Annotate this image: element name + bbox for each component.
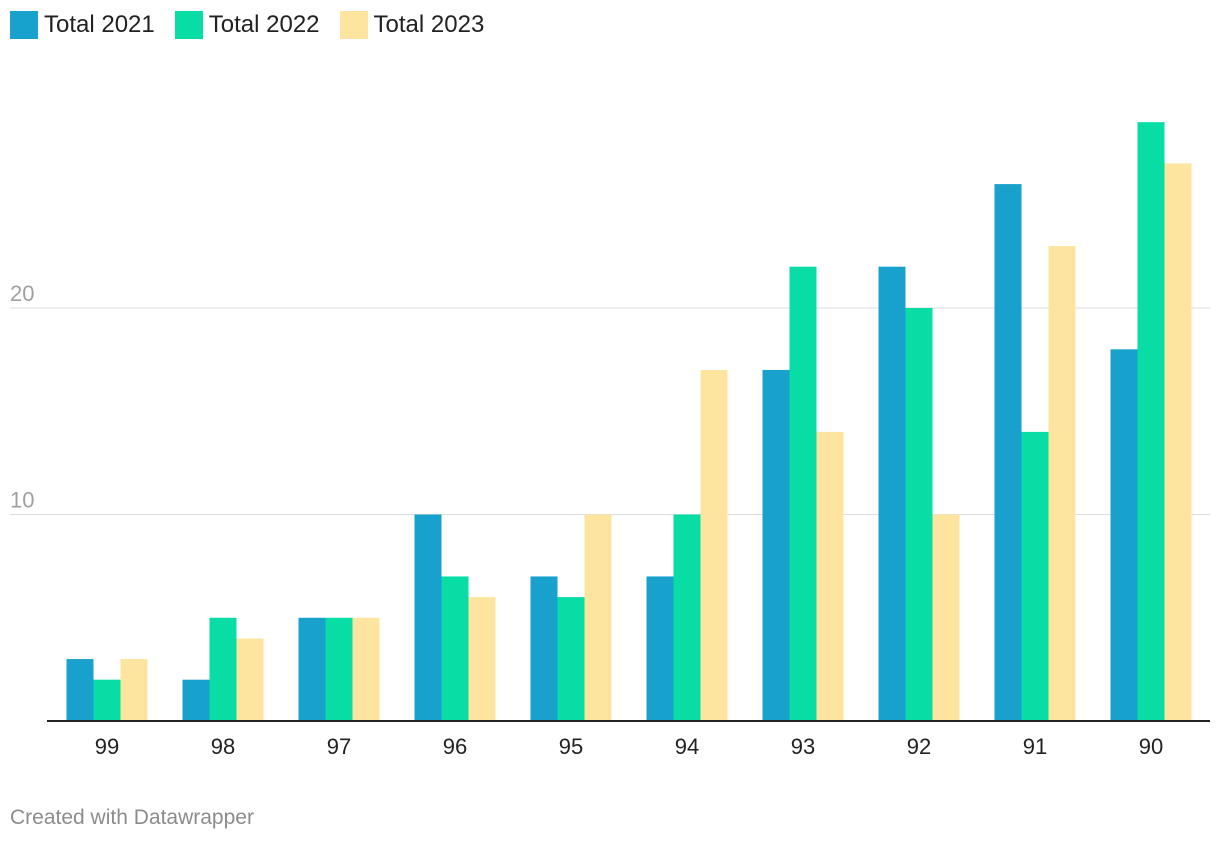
bar-total-2021-97 xyxy=(298,617,326,721)
legend-item-total-2021: Total 2021 xyxy=(10,11,155,39)
x-tick-label-91: 91 xyxy=(1023,734,1047,759)
x-tick-label-99: 99 xyxy=(95,734,119,759)
legend-swatch-total-2023 xyxy=(339,11,368,39)
x-tick-label-95: 95 xyxy=(559,734,583,759)
bar-total-2023-94 xyxy=(700,369,728,721)
bar-total-2022-98 xyxy=(209,617,237,721)
bar-total-2023-90 xyxy=(1164,163,1192,721)
datawrapper-credit: Created with Datawrapper xyxy=(10,806,254,829)
legend-swatch-total-2022 xyxy=(174,11,203,39)
legend-item-total-2022: Total 2022 xyxy=(174,11,320,39)
bar-total-2023-99 xyxy=(120,659,148,721)
x-tick-label-94: 94 xyxy=(675,734,699,759)
bar-total-2022-99 xyxy=(93,679,121,721)
bar-total-2022-91 xyxy=(1021,431,1049,721)
x-tick-label-97: 97 xyxy=(327,734,351,759)
bar-total-2023-96 xyxy=(468,597,496,721)
bar-total-2021-92 xyxy=(878,266,906,721)
bar-total-2023-98 xyxy=(236,638,264,721)
x-tick-label-98: 98 xyxy=(211,734,235,759)
y-tick-label-10: 10 xyxy=(10,488,34,513)
bar-total-2021-94 xyxy=(646,576,674,721)
legend-label-total-2021: Total 2021 xyxy=(44,11,155,38)
bar-total-2021-91 xyxy=(994,184,1022,722)
bar-total-2021-99 xyxy=(66,659,94,721)
bar-total-2021-96 xyxy=(414,514,442,721)
bar-total-2022-94 xyxy=(673,514,701,721)
x-tick-label-92: 92 xyxy=(907,734,931,759)
bar-total-2021-90 xyxy=(1110,349,1138,721)
legend-swatch-total-2021 xyxy=(10,11,38,39)
bar-total-2023-91 xyxy=(1048,246,1076,722)
bar-total-2022-97 xyxy=(325,617,353,721)
y-tick-label-20: 20 xyxy=(10,281,34,306)
chart-legend: Total 2021 Total 2022 Total 2023 xyxy=(10,11,484,39)
x-tick-label-96: 96 xyxy=(443,734,467,759)
bar-total-2022-92 xyxy=(905,308,933,721)
bar-total-2021-95 xyxy=(530,576,558,721)
bar-total-2022-90 xyxy=(1137,122,1165,721)
x-tick-label-93: 93 xyxy=(791,734,815,759)
legend-label-total-2022: Total 2022 xyxy=(208,11,320,38)
bar-total-2021-93 xyxy=(762,369,790,721)
bar-total-2021-98 xyxy=(182,679,210,721)
bar-total-2022-96 xyxy=(441,576,469,721)
legend-label-total-2023: Total 2023 xyxy=(373,11,485,38)
bar-total-2023-92 xyxy=(932,514,960,721)
bar-total-2023-97 xyxy=(352,617,380,721)
bar-total-2022-95 xyxy=(557,597,585,721)
x-tick-label-90: 90 xyxy=(1139,734,1163,759)
legend-item-total-2023: Total 2023 xyxy=(339,11,485,39)
bar-total-2023-95 xyxy=(584,514,612,721)
bar-total-2023-93 xyxy=(816,431,844,721)
bar-total-2022-93 xyxy=(789,266,817,721)
